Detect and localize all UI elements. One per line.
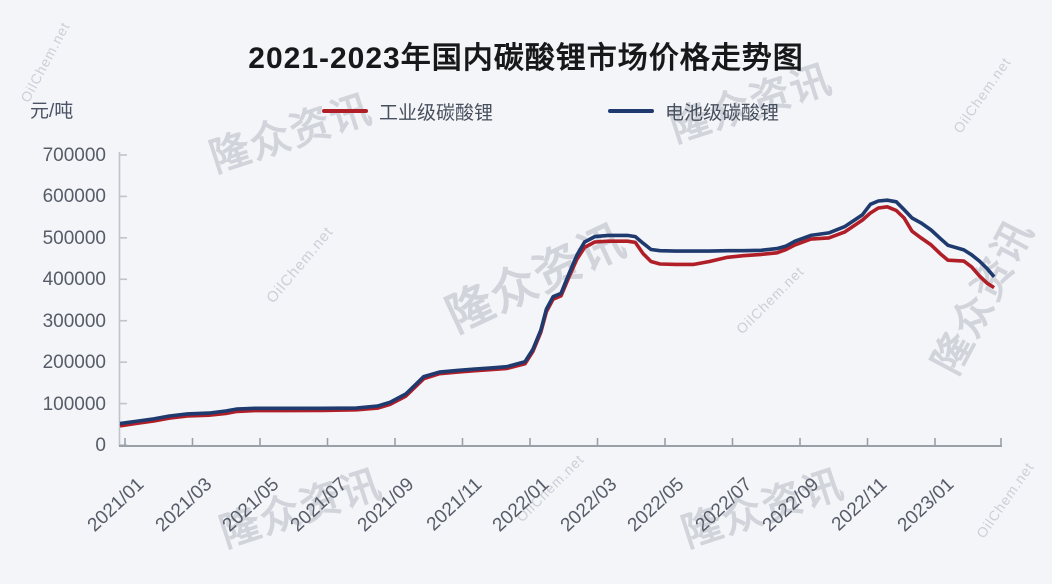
y-tick-label: 500000 xyxy=(42,227,106,249)
battery-line-swatch xyxy=(608,109,654,113)
y-tick-label: 200000 xyxy=(42,352,106,374)
legend-label-industrial: 工业级碳酸锂 xyxy=(379,102,494,124)
y-tick-label: 600000 xyxy=(42,186,106,208)
legend-item-battery: 电池级碳酸锂 xyxy=(608,100,780,124)
legend-label-battery: 电池级碳酸锂 xyxy=(665,102,780,124)
y-tick-label: 100000 xyxy=(42,393,106,415)
series-line-industrial xyxy=(119,205,996,428)
y-tick-label: 700000 xyxy=(42,145,106,166)
y-tick-label: 0 xyxy=(95,435,106,456)
series-line-battery xyxy=(119,198,996,426)
industrial-line-swatch xyxy=(322,109,368,113)
chart-title: 2021-2023年国内碳酸锂市场价格走势图 xyxy=(248,42,804,75)
y-tick-label: 400000 xyxy=(42,269,106,291)
y-tick-label: 300000 xyxy=(42,310,106,332)
y-axis-unit-label: 元/吨 xyxy=(30,101,74,122)
legend-item-industrial: 工业级碳酸锂 xyxy=(322,100,494,124)
